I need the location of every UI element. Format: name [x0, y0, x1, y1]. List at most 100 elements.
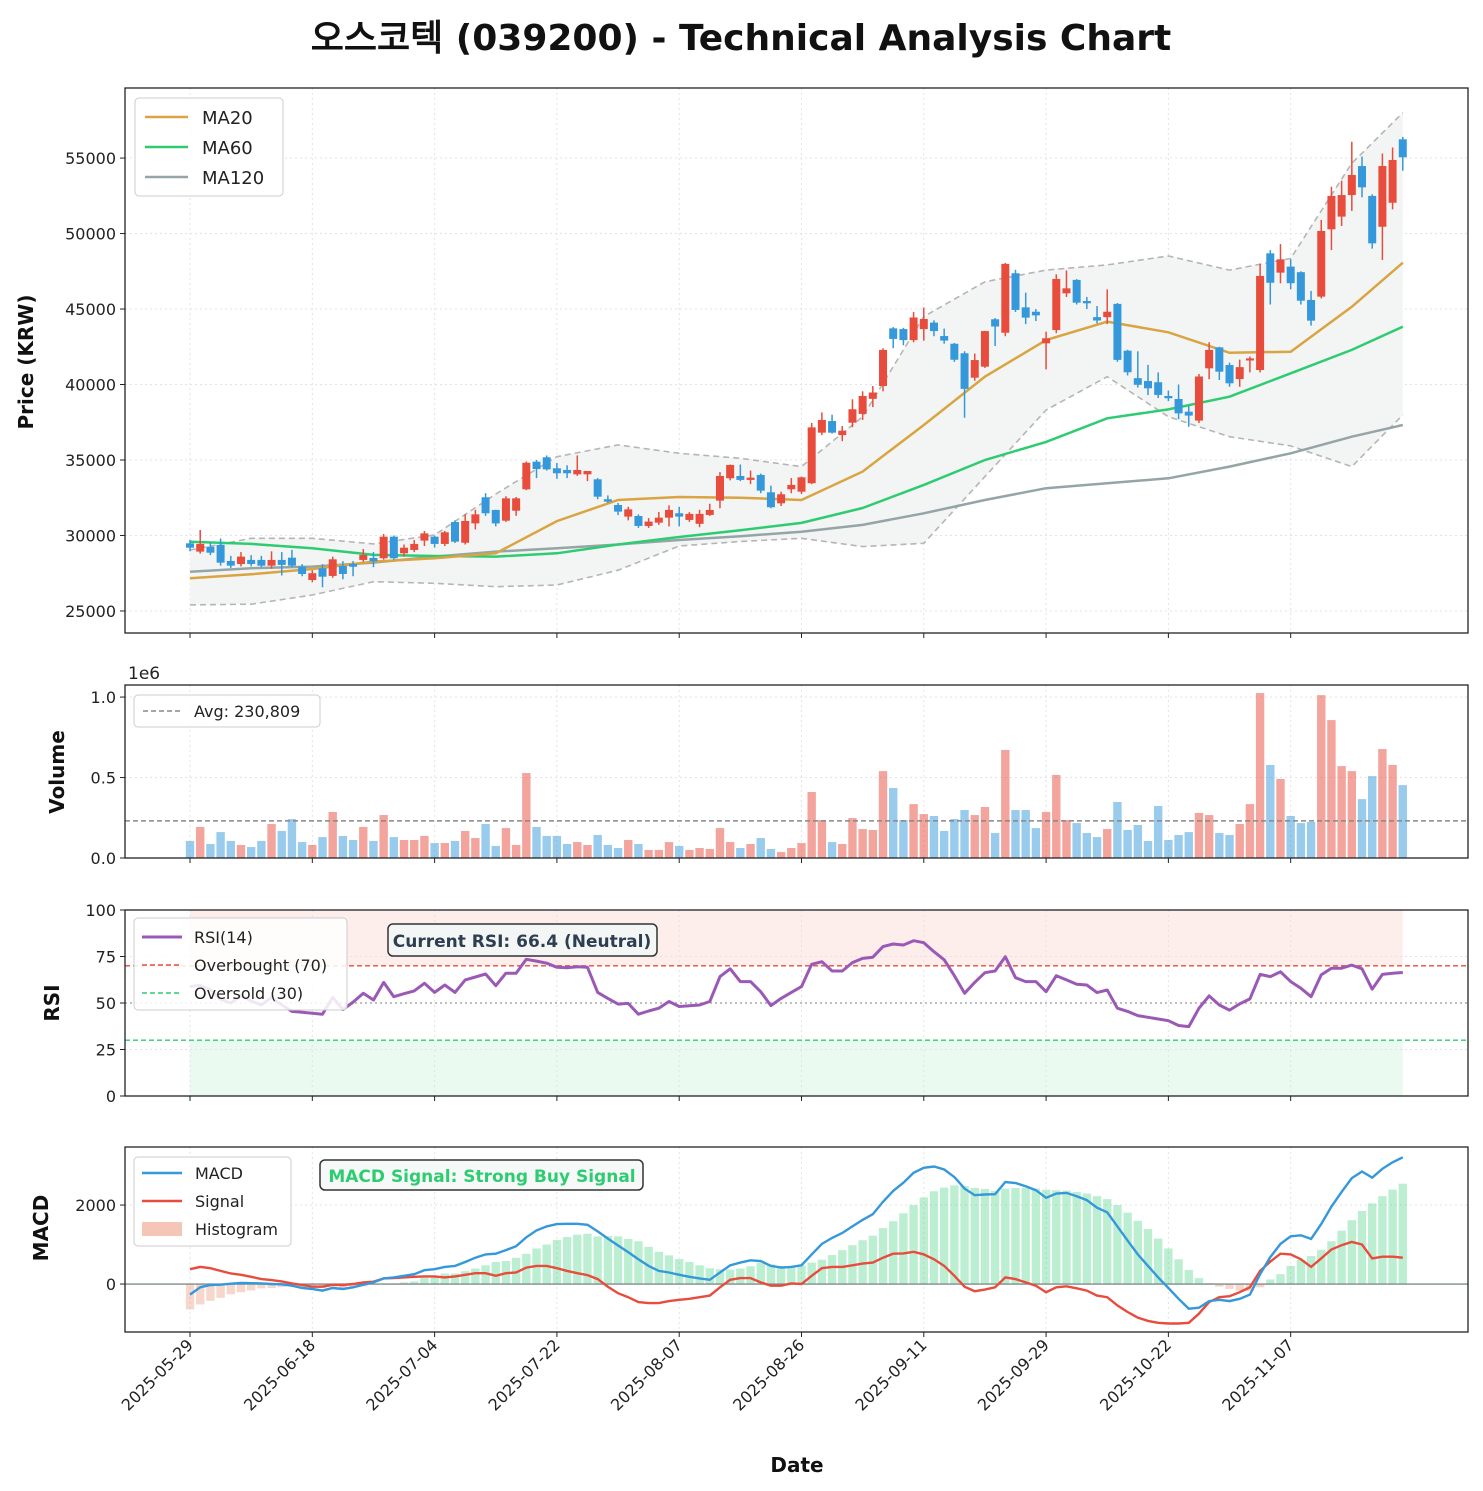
candle-up [695, 513, 704, 524]
rsi-y-tick-label: 100 [85, 901, 116, 920]
candle-up [1052, 278, 1061, 331]
macd-histogram-bar [858, 1240, 867, 1285]
volume-bar [216, 832, 225, 858]
volume-bar [593, 834, 602, 858]
candle-up [522, 462, 531, 490]
volume-bar [338, 835, 348, 858]
candle-up [1378, 166, 1387, 227]
macd-histogram-bar [1092, 1196, 1102, 1285]
macd-histogram-bar [420, 1277, 429, 1285]
macd-histogram-bar [1235, 1284, 1244, 1291]
volume-bar [471, 838, 480, 858]
macd-histogram-bar [226, 1284, 235, 1295]
volume-panel: 0.0 0.5 1.0 [91, 684, 1469, 868]
volume-bar [1347, 771, 1357, 858]
candle-down [950, 343, 959, 360]
volume-bar [1245, 804, 1255, 858]
volume-bar [410, 839, 419, 858]
volume-bar [1327, 720, 1336, 858]
macd-histogram-bar [460, 1271, 470, 1285]
candle-down [369, 557, 378, 562]
candle-up [1337, 195, 1346, 217]
volume-bar [919, 814, 928, 858]
volume-bar [1041, 811, 1051, 858]
macd-histogram-bar [1378, 1196, 1387, 1285]
macd-histogram-bar [348, 1284, 358, 1288]
macd-histogram-bar [756, 1262, 765, 1285]
candle-up [746, 477, 755, 480]
macd-histogram-bar [817, 1259, 827, 1285]
candle-up [1327, 195, 1336, 230]
candle-up [196, 543, 205, 552]
candle-up [777, 494, 786, 504]
macd-histogram-bar [654, 1251, 664, 1285]
candle-up [501, 498, 510, 521]
candle-down [1296, 272, 1305, 301]
volume-bar [348, 839, 358, 858]
macd-histogram-bar [715, 1269, 725, 1285]
rsi-y-tick-label: 25 [96, 1041, 116, 1060]
macd-histogram-bar [1215, 1284, 1224, 1287]
rsi-annotation-text: Current RSI: 66.4 (Neutral) [393, 932, 651, 952]
volume-bar [501, 828, 511, 858]
candle-down [889, 328, 898, 339]
volume-bar [960, 810, 969, 858]
macd-histogram-bar [1225, 1284, 1234, 1289]
volume-bar [1052, 774, 1061, 858]
candle-up [1317, 230, 1326, 297]
macd-histogram-bar [1286, 1265, 1295, 1285]
candle-up [715, 475, 724, 501]
legend-box [134, 97, 284, 197]
volume-bar [440, 843, 450, 858]
candle-up [236, 556, 245, 565]
macd-histogram-bar [725, 1269, 735, 1285]
macd-histogram-bar [624, 1238, 633, 1285]
rsi-y-tick-label: 0 [106, 1087, 116, 1106]
bollinger-lower-line [189, 375, 1404, 606]
price-panel: 25000 30000 35000 40000 45000 50000 55000 [65, 87, 1469, 638]
macd-histogram-bar [1001, 1188, 1010, 1285]
macd-histogram-bar [593, 1236, 602, 1285]
macd-histogram-bar [909, 1205, 918, 1285]
macd-histogram-bar [1123, 1212, 1132, 1285]
candle-up [267, 559, 276, 566]
candle-down [542, 457, 551, 470]
macd-histogram-bar [257, 1284, 266, 1289]
volume-bar [196, 826, 205, 858]
candle-up [858, 395, 867, 414]
candle-down [756, 474, 765, 491]
overbought-zone [190, 910, 1403, 966]
candle-down [1011, 273, 1020, 310]
candle-up [440, 532, 449, 544]
volume-bar [1092, 837, 1102, 858]
legend-box [133, 694, 321, 728]
candle-down [1225, 365, 1234, 384]
volume-bar [308, 844, 317, 858]
macd-histogram-bar [970, 1187, 979, 1285]
volume-bar [481, 824, 490, 858]
legend-macd-label: MACD [195, 1164, 243, 1183]
legend-ma60-label: MA60 [202, 138, 253, 159]
candle-down [1154, 382, 1163, 395]
price-y-tick-label: 55000 [65, 149, 116, 168]
rsi-line [189, 939, 1403, 1029]
macd-histogram-bar [939, 1187, 949, 1285]
macd-histogram-bar [664, 1255, 674, 1285]
macd-histogram-bar [511, 1257, 521, 1285]
macd-histogram-bar [1266, 1279, 1275, 1285]
macd-histogram-bar [573, 1234, 582, 1285]
candle-down [1398, 139, 1407, 158]
candle-down [552, 468, 561, 474]
volume-bar [450, 840, 460, 858]
macd-histogram-bar [1041, 1189, 1051, 1285]
candle-down [1368, 195, 1377, 244]
volume-bar [1082, 833, 1092, 858]
candle-up [1205, 349, 1214, 369]
candle-down [766, 492, 775, 508]
legend-rsi-label: RSI(14) [194, 928, 253, 947]
macd-y-tick-label: 2000 [75, 1196, 116, 1215]
candle-down [929, 322, 938, 332]
macd-histogram-bar [1317, 1249, 1326, 1285]
axes-frame [124, 1146, 1469, 1333]
volume-bar [552, 835, 562, 858]
